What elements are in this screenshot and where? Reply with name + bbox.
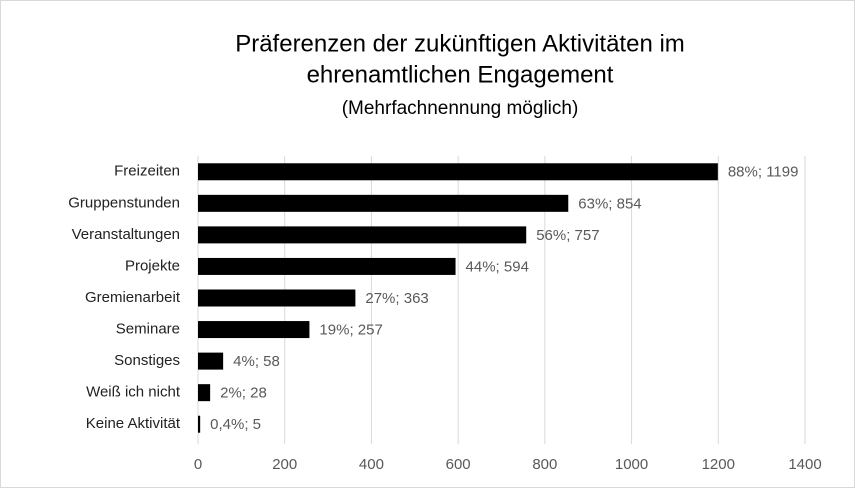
data-label: 27%; 363	[365, 290, 428, 307]
bar	[198, 257, 456, 275]
y-tick-label: Gremienarbeit	[85, 289, 181, 306]
x-tick-label: 400	[359, 456, 384, 473]
data-label: 63%; 854	[578, 195, 641, 212]
bar	[198, 384, 211, 402]
data-label: 2%; 28	[220, 385, 267, 402]
x-tick-label: 1200	[702, 456, 735, 473]
x-tick-label: 600	[446, 456, 471, 473]
x-tick-label: 1400	[788, 456, 821, 473]
y-tick-label: Sonstiges	[114, 352, 180, 369]
y-tick-label: Keine Aktivität	[86, 415, 181, 432]
y-tick-label: Veranstaltungen	[72, 226, 180, 243]
y-tick-label: Projekte	[125, 257, 180, 274]
chart-subtitle: (Mehrfachnennung möglich)	[342, 98, 579, 119]
x-tick-label: 200	[272, 456, 297, 473]
x-tick-label: 800	[532, 456, 557, 473]
data-label: 44%; 594	[466, 258, 529, 275]
data-label: 0,4%; 5	[210, 416, 261, 433]
data-label: 19%; 257	[319, 322, 382, 339]
bar	[198, 289, 356, 307]
y-tick-label: Freizeiten	[114, 163, 180, 180]
bar	[198, 163, 718, 181]
bar	[198, 321, 310, 339]
bar	[198, 415, 201, 433]
bar	[198, 352, 224, 370]
y-tick-label: Seminare	[116, 321, 180, 338]
y-tick-label: Gruppenstunden	[68, 194, 180, 211]
bar	[198, 226, 527, 244]
data-label: 88%; 1199	[728, 164, 799, 181]
x-tick-label: 0	[194, 456, 202, 473]
chart-title: Präferenzen der zukünftigen Aktivitäten …	[235, 30, 685, 57]
data-label: 4%; 58	[233, 353, 280, 370]
chart-title: ehrenamtlichen Engagement	[307, 61, 614, 88]
data-label: 56%; 757	[536, 227, 599, 244]
y-tick-label: Weiß ich nicht	[86, 384, 181, 401]
bar	[198, 194, 569, 212]
x-tick-label: 1000	[615, 456, 648, 473]
